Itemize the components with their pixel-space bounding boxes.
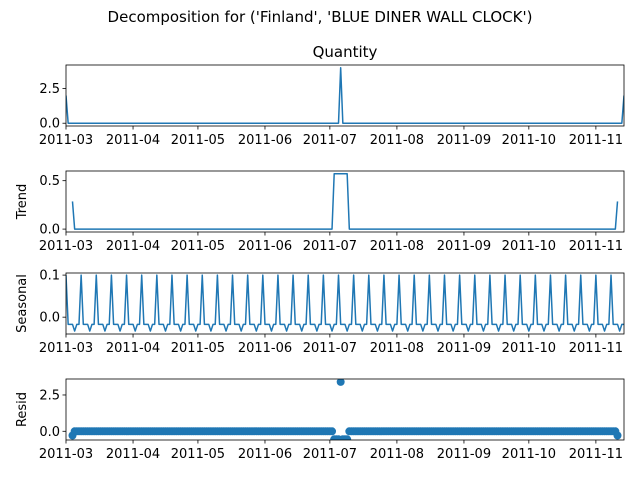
xtick-label: 2011-08	[370, 133, 424, 148]
xtick-label: 2011-10	[502, 133, 556, 148]
xtick-label: 2011-03	[39, 341, 93, 356]
ytick-label: 2.5	[39, 82, 60, 97]
xtick-label: 2011-06	[238, 341, 292, 356]
xtick-label: 2011-08	[370, 341, 424, 356]
xtick-label: 2011-09	[437, 341, 491, 356]
line-observed	[66, 67, 624, 124]
panel-observed: 0.0 2.5 2011-03 2011-04 2011-05 2011-06 2011-0…	[39, 43, 625, 148]
ytick-label: 0.0	[39, 117, 60, 132]
ytick-label: 2.5	[39, 388, 60, 403]
xtick-label: 2011-07	[303, 447, 357, 462]
xtick-label: 2011-09	[437, 447, 491, 462]
xtick-label: 2011-09	[437, 133, 491, 148]
series-resid	[68, 379, 622, 440]
ylabel-seasonal: Seasonal	[15, 274, 30, 333]
xtick-label: 2011-06	[238, 239, 292, 254]
panel-resid: 0.0 2.5 2011-03 2011-04 2011-05 2011-06 2011-0…	[15, 378, 625, 462]
xtick-label: 2011-05	[171, 341, 225, 356]
xtick-label: 2011-10	[502, 447, 556, 462]
xtick-label: 2011-04	[106, 341, 160, 356]
xtick-label: 2011-08	[370, 239, 424, 254]
xtick-label: 2011-06	[238, 447, 292, 462]
xtick-label: 2011-04	[106, 239, 160, 254]
resid-point	[328, 427, 337, 436]
series-seasonal	[66, 274, 624, 332]
series-observed	[66, 67, 624, 124]
resid-point	[613, 431, 622, 440]
ytick-label: 0.0	[39, 425, 60, 440]
xtick-label: 2011-07	[303, 133, 357, 148]
panel-seasonal: 0.0 0.1 2011-03 2011-04 2011-05 2011-06 2011-0…	[15, 269, 625, 356]
axes-frame-trend	[65, 170, 625, 233]
xtick-label: 2011-03	[39, 133, 93, 148]
xtick-label: 2011-03	[39, 239, 93, 254]
axes-frame-seasonal	[65, 272, 625, 335]
xtick-label: 2011-08	[370, 447, 424, 462]
ylabel-resid: Resid	[15, 392, 30, 427]
ytick-label: 0.1	[39, 269, 60, 284]
xtick-label: 2011-03	[39, 447, 93, 462]
line-seasonal	[66, 274, 624, 332]
series-trend	[71, 173, 619, 230]
xtick-label: 2011-04	[106, 447, 160, 462]
xtick-label: 2011-05	[171, 239, 225, 254]
xtick-label: 2011-06	[238, 133, 292, 148]
xtick-label: 2011-11	[569, 133, 623, 148]
xtick-label: 2011-10	[502, 239, 556, 254]
axes-frame-observed	[65, 64, 625, 127]
xtick-label: 2011-10	[502, 341, 556, 356]
resid-point	[343, 435, 352, 440]
xtick-label: 2011-07	[303, 239, 357, 254]
panels: 0.0 2.5 2011-03 2011-04 2011-05 2011-06 2011-0…	[15, 43, 625, 462]
resid-point	[336, 379, 345, 386]
line-trend	[71, 173, 619, 230]
ytick-label: 0.0	[39, 311, 60, 326]
xtick-label: 2011-07	[303, 341, 357, 356]
xtick-label: 2011-05	[171, 133, 225, 148]
axes-frame-resid	[65, 378, 625, 441]
xtick-label: 2011-09	[437, 239, 491, 254]
panel-trend: 0.0 0.5 2011-03 2011-04 2011-05 2011-06 2011-0…	[15, 170, 625, 254]
panel-title: Quantity	[313, 43, 378, 61]
xtick-label: 2011-11	[569, 447, 623, 462]
xtick-label: 2011-11	[569, 341, 623, 356]
xtick-label: 2011-11	[569, 239, 623, 254]
xtick-label: 2011-05	[171, 447, 225, 462]
xtick-label: 2011-04	[106, 133, 160, 148]
ytick-label: 0.5	[39, 174, 60, 189]
ytick-label: 0.0	[39, 223, 60, 238]
figure-suptitle: Decomposition for ('Finland', 'BLUE DINE…	[108, 8, 533, 26]
ylabel-trend: Trend	[15, 184, 30, 221]
